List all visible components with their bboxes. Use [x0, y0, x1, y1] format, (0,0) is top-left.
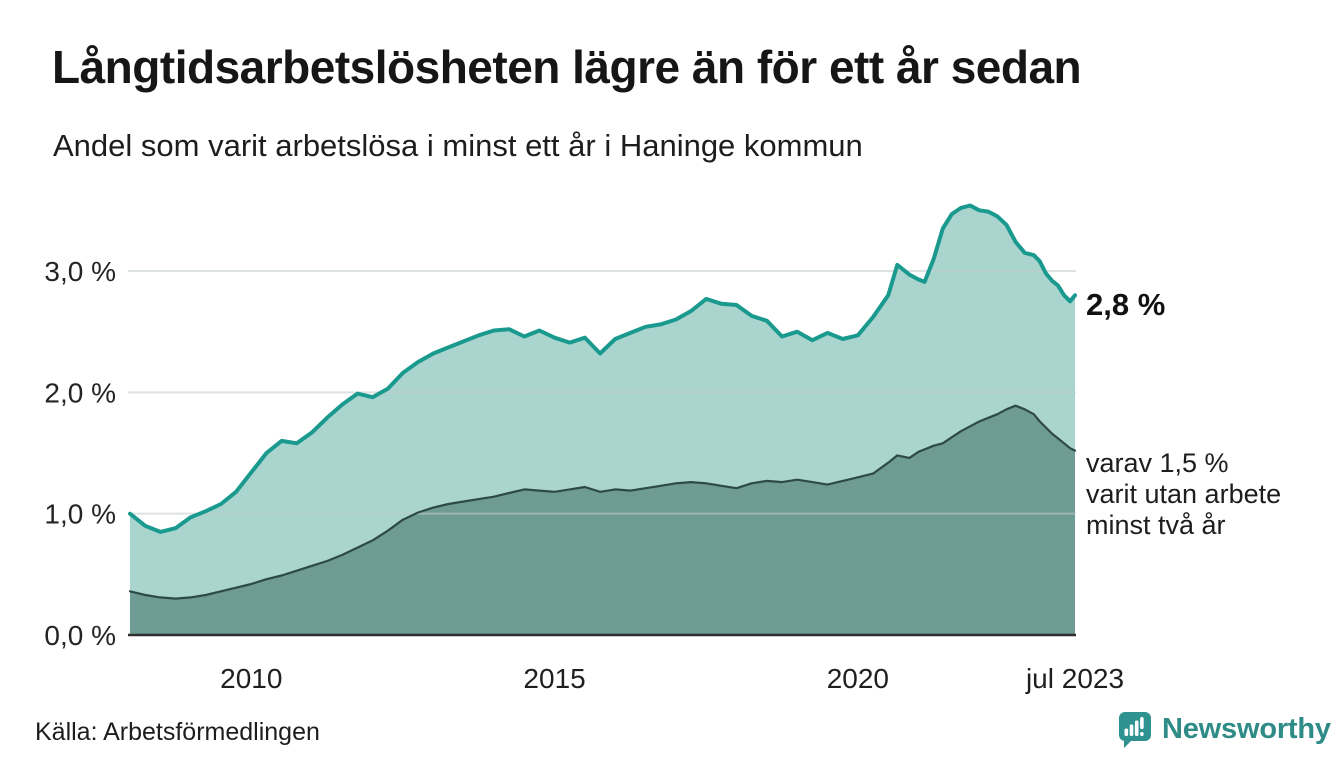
source-attribution: Källa: Arbetsförmedlingen [35, 718, 320, 746]
y-axis-tick-label: 2,0 % [44, 377, 116, 408]
chart-title: Långtidsarbetslösheten lägre än för ett … [52, 41, 1082, 93]
newsworthy-logo-text: Newsworthy [1162, 712, 1331, 745]
newsworthy-logo[interactable]: Newsworthy [1116, 709, 1331, 749]
y-axis-tick-label: 3,0 % [44, 256, 116, 287]
y-axis-tick-label: 0,0 % [44, 620, 116, 651]
area-fill-minst-tva-ar [130, 405, 1075, 635]
secondary-annotation-line: minst två år [1086, 510, 1226, 540]
y-axis-tick-label: 1,0 % [44, 499, 116, 530]
newsworthy-logo-icon [1116, 710, 1153, 748]
line-minst-tva-ar [128, 404, 1077, 600]
line-minst-ett-ar [128, 203, 1077, 534]
x-axis-tick-label: 2020 [827, 663, 889, 694]
latest-value-label: 2,8 % [1086, 287, 1166, 322]
chart-subtitle: Andel som varit arbetslösa i minst ett å… [53, 128, 863, 163]
secondary-annotation-line: varav 1,5 % [1086, 448, 1229, 478]
secondary-value-annotation: varav 1,5 % varit utan arbete minst två … [1086, 448, 1281, 541]
x-axis-tick-label: 2010 [220, 663, 282, 694]
x-axis-tick-label: jul 2023 [1025, 663, 1124, 694]
secondary-annotation-line: varit utan arbete [1086, 479, 1282, 509]
x-axis-tick-label: 2015 [523, 663, 585, 694]
